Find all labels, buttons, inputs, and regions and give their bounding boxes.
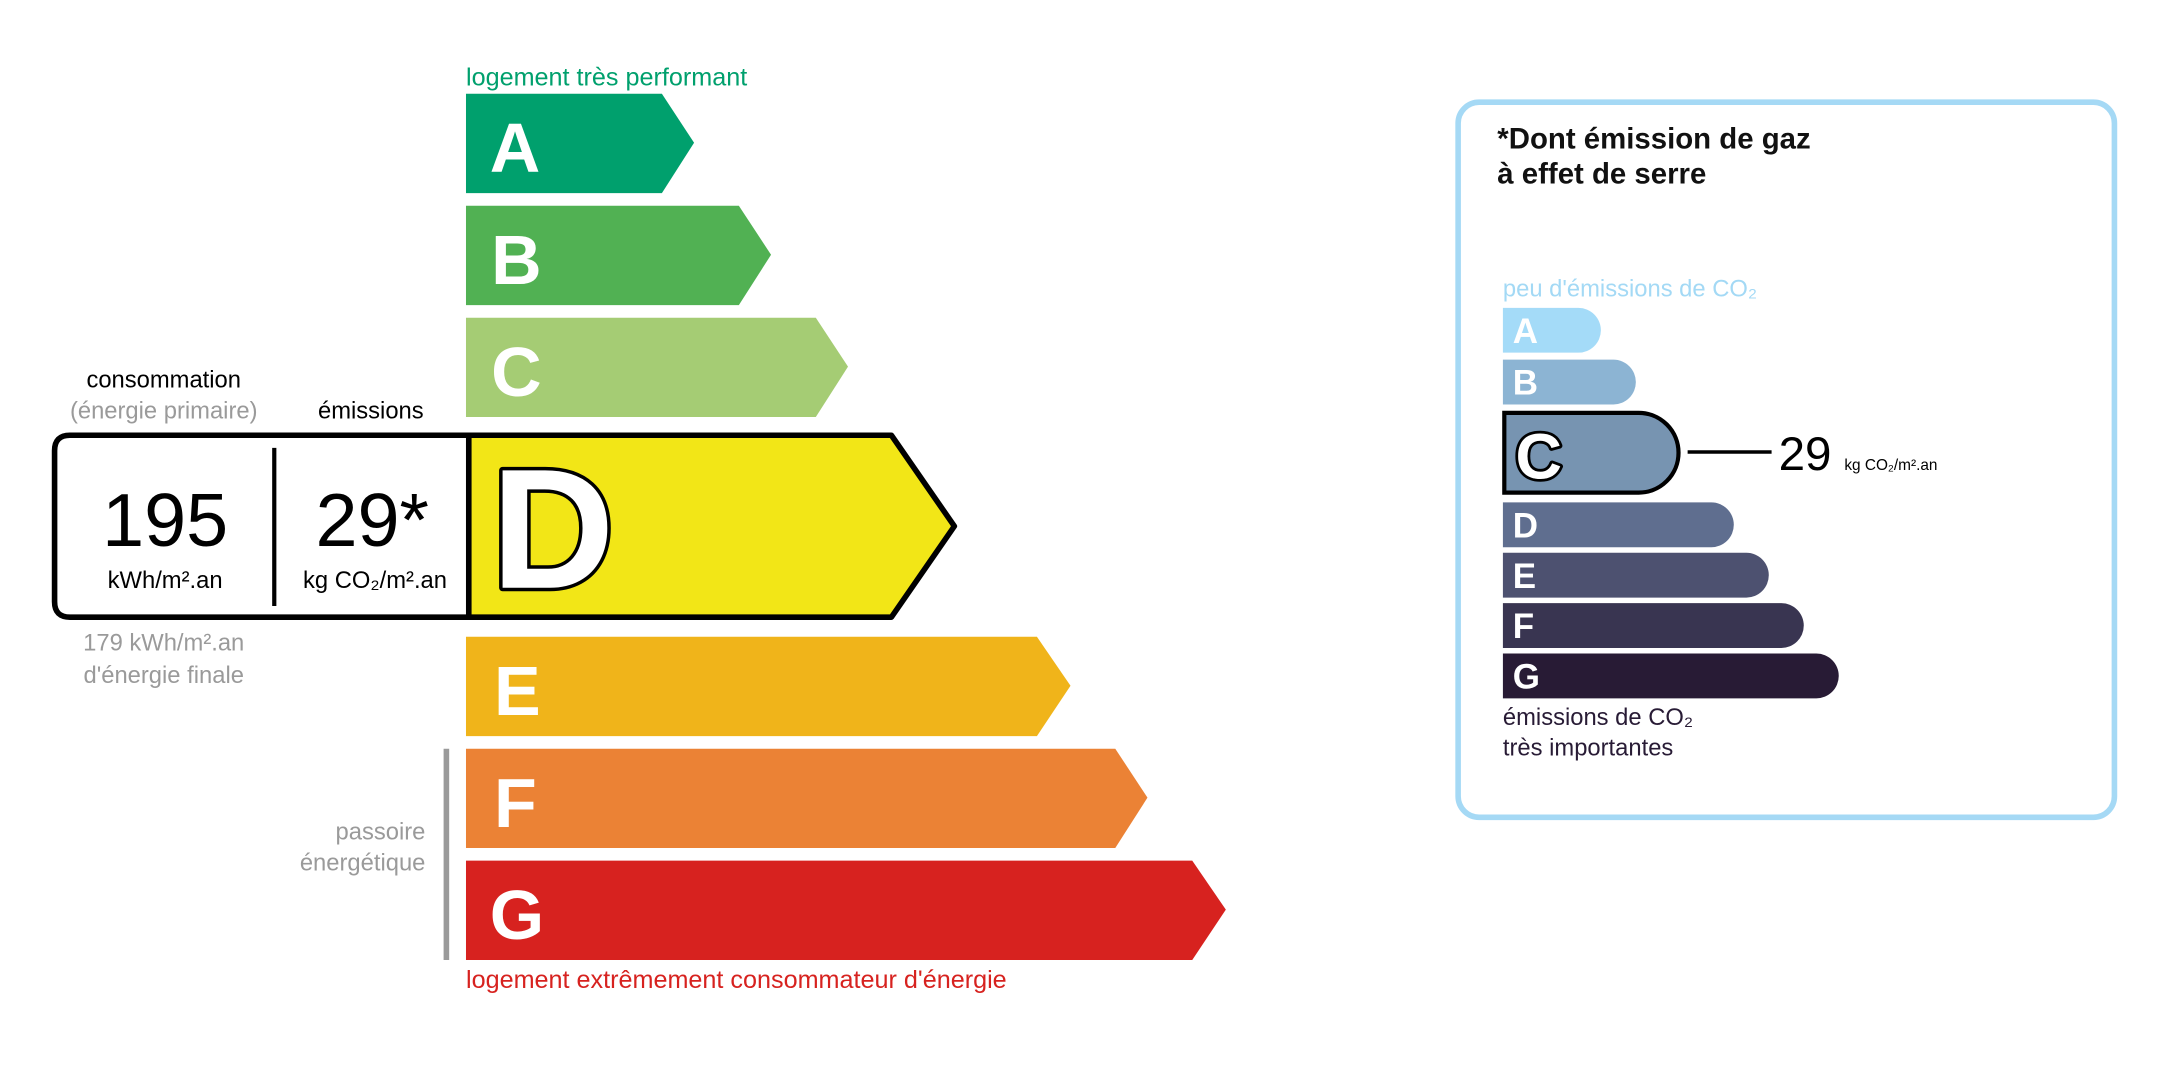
bottom-label: logement extrêmement consommateur d'éner…	[466, 966, 1007, 994]
energy-letter-e: E	[494, 652, 541, 730]
consumption-sublabel: (énergie primaire)	[70, 397, 258, 424]
final-energy-value: 179 kWh/m².an	[83, 630, 244, 657]
ghg-bottom-label-1: émissions de CO₂	[1503, 704, 1693, 731]
emissions-label: émissions	[318, 397, 424, 424]
ghg-title-2: à effet de serre	[1497, 157, 1706, 190]
passoire-label-1: passoire	[336, 819, 426, 846]
ghg-bar-a	[1502, 307, 1601, 353]
consumption-label: consommation	[86, 367, 241, 394]
ghg-bar-d	[1502, 502, 1734, 548]
energy-letter-f: F	[494, 764, 537, 842]
ghg-unit: kg CO₂/m².an	[1844, 457, 1937, 474]
ghg-value: 29	[1779, 428, 1832, 481]
energy-bar-f	[465, 748, 1148, 849]
energy-bar-c	[465, 317, 849, 418]
ghg-letter-g: G	[1513, 658, 1540, 697]
ghg-bar-b	[1502, 359, 1636, 405]
ghg-letter-b: B	[1513, 364, 1538, 403]
energy-letter-a: A	[490, 109, 541, 187]
ghg-bar-e	[1502, 552, 1769, 598]
energy-letter-d: D	[491, 434, 614, 625]
ghg-title-1: *Dont émission de gaz	[1497, 122, 1810, 155]
emissions-value: 29*	[316, 479, 429, 563]
ghg-letter-d: D	[1513, 506, 1538, 545]
energy-bar-e	[465, 636, 1071, 737]
ghg-bar-c	[1502, 410, 1681, 495]
ghg-bottom-label-2: très importantes	[1503, 735, 1674, 762]
ghg-top-label: peu d'émissions de CO₂	[1503, 276, 1757, 303]
value-box	[51, 432, 472, 620]
energy-letter-b: B	[491, 221, 542, 299]
ghg-bar-f	[1502, 603, 1804, 648]
ghg-letter-a: A	[1513, 312, 1538, 351]
consumption-value: 195	[102, 479, 228, 563]
ghg-letter-f: F	[1513, 607, 1534, 646]
ghg-letter-e: E	[1513, 557, 1536, 596]
final-energy-label: d'énergie finale	[83, 662, 243, 689]
ghg-letter-c: C	[1516, 421, 1562, 493]
energy-letter-g: G	[490, 876, 544, 954]
energy-bar-d	[465, 432, 958, 620]
top-label: logement très performant	[466, 63, 747, 91]
energy-letter-c: C	[491, 333, 542, 411]
emissions-unit: kg CO₂/m².an	[303, 567, 447, 594]
energy-bar-a	[465, 93, 695, 194]
passoire-label-2: énergétique	[300, 849, 426, 876]
energy-bar-g	[465, 860, 1226, 961]
consumption-unit: kWh/m².an	[108, 567, 223, 594]
energy-bar-b	[465, 205, 772, 306]
ghg-bar-g	[1502, 653, 1839, 699]
